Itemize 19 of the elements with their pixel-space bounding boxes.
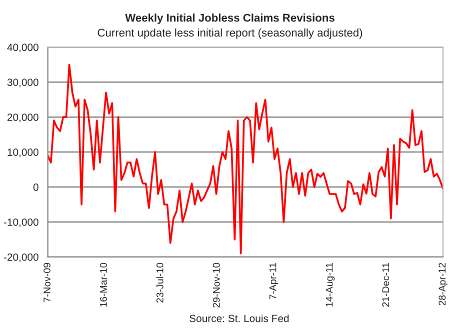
y-tick-label: 40,000 <box>7 44 38 52</box>
x-tick-label: 21-Dec-11 <box>382 262 390 307</box>
x-tick-label: 23-Jul-10 <box>156 262 164 303</box>
x-tick-label: 28-Apr-12 <box>438 263 448 306</box>
y-tick-label: 10,000 <box>8 148 38 158</box>
x-tick-label: 16-Mar-10 <box>100 262 107 307</box>
y-tick-label: 0 <box>33 184 38 191</box>
x-tick-label: 7-Nov-09 <box>44 262 50 302</box>
y-tick-label: 20,000 <box>7 114 38 122</box>
chart-subtitle: Current update less initial report (seasonally adjusted) <box>98 28 362 39</box>
y-tick-label: -20,000 <box>4 253 38 262</box>
y-tick-label: 30,000 <box>7 78 38 88</box>
x-tick-label: 14-Aug-11 <box>326 262 335 306</box>
line-series <box>48 64 443 254</box>
x-tick-label: 7-Apr-11 <box>269 262 278 300</box>
source-note: Source: St. Louis Fed <box>190 314 289 322</box>
chart-title: Weekly Initial Jobless Claims Revisions <box>125 14 334 24</box>
y-tick-label: -10,000 <box>4 218 38 228</box>
x-tick-label: 29-Nov-10 <box>212 262 220 308</box>
